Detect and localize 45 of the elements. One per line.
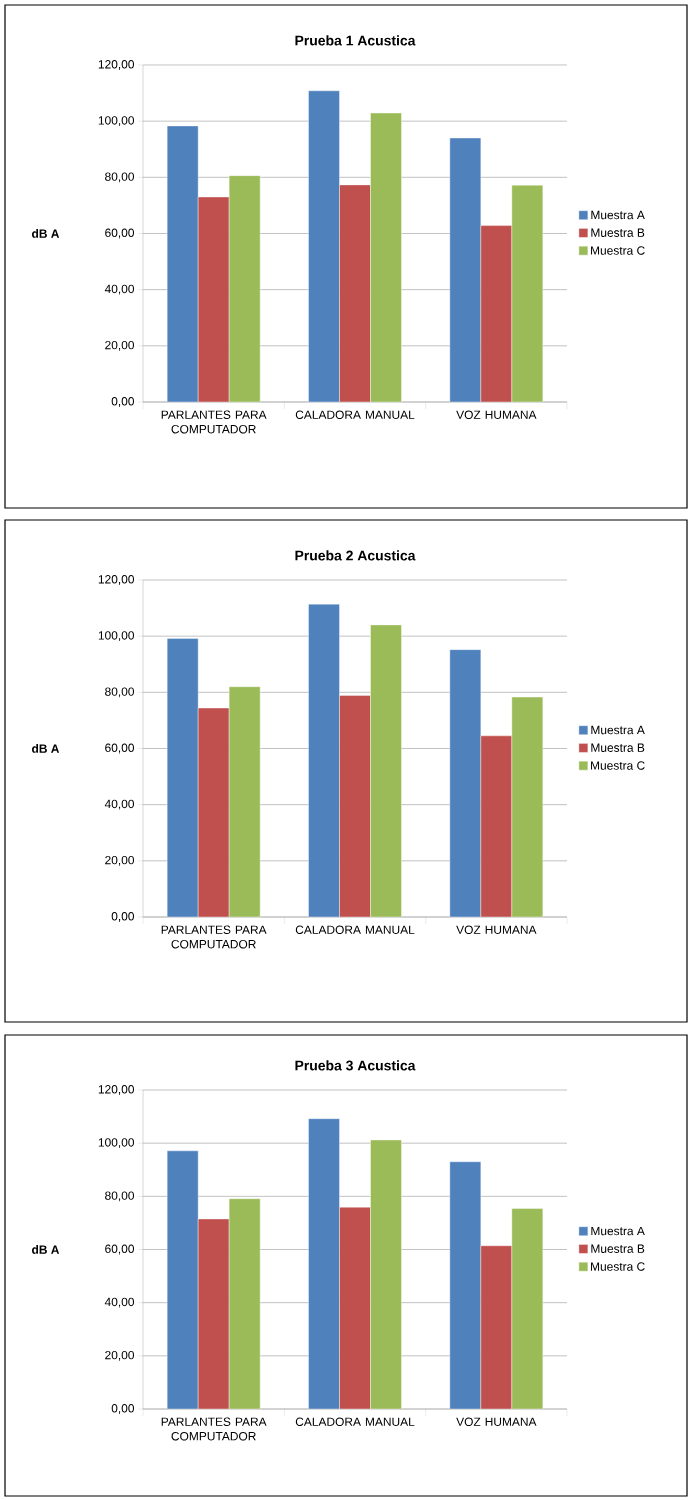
y-tick-label: 60,00 — [105, 743, 135, 754]
x-tick-label: PARLANTES PARA COMPUTADOR — [161, 1417, 267, 1441]
y-tick-label: 80,00 — [105, 1191, 135, 1202]
legend-label: Muestra B — [591, 743, 645, 752]
legend-label: Muestra A — [591, 1226, 645, 1236]
y-tick-label: 0,00 — [111, 397, 135, 407]
x-tick-label: VOZ HUMANA — [456, 925, 537, 934]
x-tick-label: PARLANTES PARA COMPUTADOR — [161, 410, 267, 434]
y-tick-label: 0,00 — [111, 912, 135, 922]
chart-title: Prueba 3 Acustica — [295, 1060, 416, 1071]
y-tick-label: 40,00 — [104, 1297, 135, 1308]
legend-label: Muestra A — [591, 725, 645, 735]
y-tick-label: 80,00 — [105, 687, 135, 698]
y-axis-title: dB A — [32, 1245, 60, 1254]
y-tick-label: 100,00 — [98, 1138, 135, 1149]
y-tick-label: 120,00 — [98, 60, 135, 70]
y-tick-label: 100,00 — [98, 116, 135, 127]
legend-label: Muestra B — [591, 1244, 645, 1253]
y-tick-label: 120,00 — [98, 1085, 135, 1095]
legend-label: Muestra A — [591, 210, 645, 220]
y-tick-label: 60,00 — [105, 1244, 135, 1255]
y-axis-title: dB A — [32, 229, 60, 238]
x-tick-label: VOZ HUMANA — [456, 1417, 537, 1426]
y-tick-label: 60,00 — [105, 228, 135, 239]
x-tick-label: CALADORA MANUAL — [295, 410, 415, 419]
x-tick-label: PARLANTES PARA COMPUTADOR — [161, 925, 267, 949]
y-tick-label: 40,00 — [104, 799, 135, 810]
chart-title: Prueba 2 Acustica — [295, 550, 416, 561]
legend-label: Muestra C — [591, 1262, 645, 1271]
x-tick-label: CALADORA MANUAL — [295, 925, 415, 934]
y-tick-label: 0,00 — [111, 1404, 135, 1414]
y-tick-label: 40,00 — [104, 284, 135, 295]
y-tick-label: 20,00 — [105, 340, 135, 351]
legend-label: Muestra C — [591, 761, 645, 770]
legend-label: Muestra C — [591, 246, 645, 255]
y-tick-label: 80,00 — [105, 172, 135, 183]
y-tick-label: 20,00 — [105, 1350, 135, 1361]
chart-title: Prueba 1 Acustica — [295, 35, 416, 46]
x-tick-label: VOZ HUMANA — [456, 410, 537, 419]
y-tick-label: 100,00 — [98, 631, 135, 642]
y-tick-label: 20,00 — [105, 855, 135, 866]
y-axis-title: dB A — [32, 744, 60, 753]
x-tick-label: CALADORA MANUAL — [295, 1417, 415, 1426]
legend-label: Muestra B — [591, 228, 645, 237]
y-tick-label: 120,00 — [98, 575, 135, 585]
